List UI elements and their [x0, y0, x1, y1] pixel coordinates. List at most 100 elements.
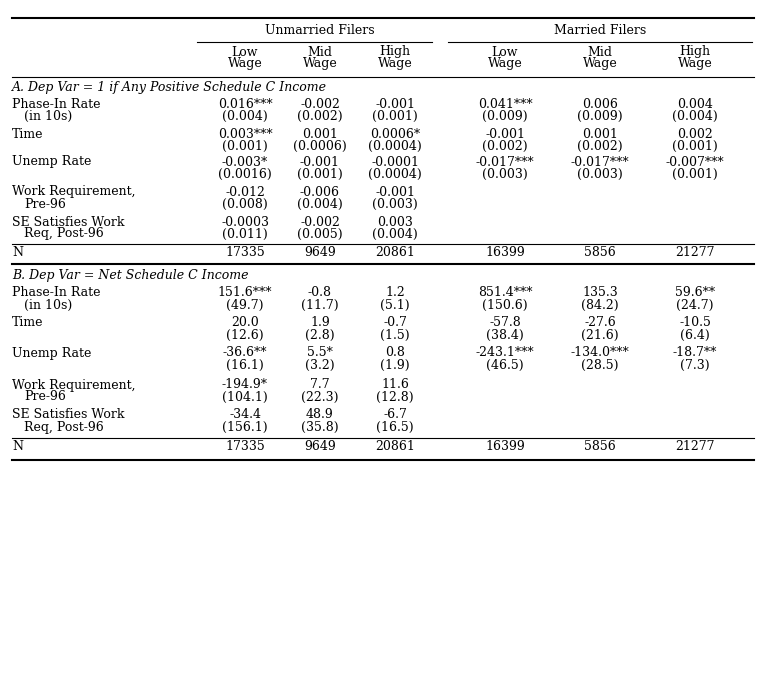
Text: Unemp Rate: Unemp Rate	[12, 156, 91, 168]
Text: (0.002): (0.002)	[578, 140, 623, 152]
Text: (0.001): (0.001)	[372, 110, 418, 122]
Text: (0.002): (0.002)	[482, 140, 528, 152]
Text: (16.1): (16.1)	[226, 359, 264, 372]
Text: Low: Low	[232, 45, 258, 58]
Text: (0.004): (0.004)	[672, 110, 718, 122]
Text: (0.001): (0.001)	[297, 167, 343, 181]
Text: Time: Time	[12, 127, 44, 140]
Text: (0.008): (0.008)	[222, 197, 268, 211]
Text: -194.9*: -194.9*	[222, 379, 268, 391]
Text: 0.0006*: 0.0006*	[370, 127, 420, 140]
Text: (0.004): (0.004)	[372, 227, 418, 240]
Text: A. Dep Var = 1 if Any Positive Schedule C Income: A. Dep Var = 1 if Any Positive Schedule …	[12, 81, 327, 95]
Text: -0.0003: -0.0003	[221, 215, 269, 229]
Text: 5.5*: 5.5*	[307, 347, 333, 359]
Text: Time: Time	[12, 316, 44, 329]
Text: (0.003): (0.003)	[577, 167, 623, 181]
Text: -0.017***: -0.017***	[476, 156, 535, 168]
Text: Mid: Mid	[307, 45, 332, 58]
Text: (0.005): (0.005)	[297, 227, 343, 240]
Text: (0.009): (0.009)	[578, 110, 623, 122]
Text: 0.002: 0.002	[677, 127, 713, 140]
Text: -34.4: -34.4	[229, 409, 261, 421]
Text: SE Satisfies Work: SE Satisfies Work	[12, 409, 125, 421]
Text: Unmarried Filers: Unmarried Filers	[265, 24, 375, 37]
Text: 5856: 5856	[584, 245, 616, 259]
Text: 9649: 9649	[304, 245, 336, 259]
Text: (11.7): (11.7)	[301, 298, 339, 311]
Text: 0.016***: 0.016***	[218, 97, 272, 111]
Text: (0.001): (0.001)	[672, 140, 718, 152]
Text: 135.3: 135.3	[582, 286, 618, 300]
Text: (0.0006): (0.0006)	[293, 140, 347, 152]
Text: Work Requirement,: Work Requirement,	[12, 186, 136, 199]
Text: 0.001: 0.001	[582, 127, 618, 140]
Text: 21277: 21277	[676, 441, 715, 454]
Text: Wage: Wage	[378, 58, 412, 70]
Text: (12.8): (12.8)	[376, 391, 414, 404]
Text: -57.8: -57.8	[489, 316, 521, 329]
Text: (7.3): (7.3)	[680, 359, 710, 372]
Text: (3.2): (3.2)	[305, 359, 335, 372]
Text: Low: Low	[492, 45, 519, 58]
Text: Work Requirement,: Work Requirement,	[12, 379, 136, 391]
Text: High: High	[679, 45, 711, 58]
Text: -0.002: -0.002	[300, 97, 340, 111]
Text: -0.012: -0.012	[225, 186, 265, 199]
Text: 20861: 20861	[375, 245, 415, 259]
Text: (38.4): (38.4)	[486, 329, 524, 341]
Text: -0.001: -0.001	[375, 186, 415, 199]
Text: 17335: 17335	[225, 245, 265, 259]
Text: -0.0001: -0.0001	[371, 156, 419, 168]
Text: (0.001): (0.001)	[222, 140, 268, 152]
Text: Wage: Wage	[583, 58, 617, 70]
Text: (28.5): (28.5)	[581, 359, 619, 372]
Text: High: High	[379, 45, 411, 58]
Text: 0.8: 0.8	[385, 347, 405, 359]
Text: -0.001: -0.001	[300, 156, 340, 168]
Text: (22.3): (22.3)	[301, 391, 339, 404]
Text: Phase-In Rate: Phase-In Rate	[12, 97, 100, 111]
Text: Phase-In Rate: Phase-In Rate	[12, 286, 100, 300]
Text: Unemp Rate: Unemp Rate	[12, 347, 91, 359]
Text: (0.002): (0.002)	[297, 110, 343, 122]
Text: 17335: 17335	[225, 441, 265, 454]
Text: Wage: Wage	[678, 58, 712, 70]
Text: 16399: 16399	[485, 245, 525, 259]
Text: Wage: Wage	[488, 58, 522, 70]
Text: -134.0***: -134.0***	[571, 347, 630, 359]
Text: -243.1***: -243.1***	[476, 347, 535, 359]
Text: -0.017***: -0.017***	[571, 156, 630, 168]
Text: (0.004): (0.004)	[297, 197, 343, 211]
Text: -0.007***: -0.007***	[666, 156, 725, 168]
Text: Wage: Wage	[228, 58, 263, 70]
Text: 7.7: 7.7	[310, 379, 330, 391]
Text: B. Dep Var = Net Schedule C Income: B. Dep Var = Net Schedule C Income	[12, 270, 248, 282]
Text: (5.1): (5.1)	[380, 298, 410, 311]
Text: 1.2: 1.2	[385, 286, 405, 300]
Text: 59.6**: 59.6**	[675, 286, 715, 300]
Text: SE Satisfies Work: SE Satisfies Work	[12, 215, 125, 229]
Text: (104.1): (104.1)	[222, 391, 268, 404]
Text: -10.5: -10.5	[679, 316, 711, 329]
Text: (46.5): (46.5)	[486, 359, 524, 372]
Text: (21.6): (21.6)	[581, 329, 619, 341]
Text: 9649: 9649	[304, 441, 336, 454]
Text: -27.6: -27.6	[584, 316, 616, 329]
Text: (in 10s): (in 10s)	[24, 298, 72, 311]
Text: -0.7: -0.7	[383, 316, 407, 329]
Text: (in 10s): (in 10s)	[24, 110, 72, 122]
Text: 11.6: 11.6	[381, 379, 409, 391]
Text: -0.002: -0.002	[300, 215, 340, 229]
Text: 16399: 16399	[485, 441, 525, 454]
Text: Pre-96: Pre-96	[24, 391, 66, 404]
Text: -0.8: -0.8	[308, 286, 332, 300]
Text: 48.9: 48.9	[306, 409, 334, 421]
Text: 851.4***: 851.4***	[478, 286, 532, 300]
Text: (0.0004): (0.0004)	[368, 167, 422, 181]
Text: N: N	[12, 441, 23, 454]
Text: (0.0016): (0.0016)	[218, 167, 272, 181]
Text: Married Filers: Married Filers	[554, 24, 647, 37]
Text: -6.7: -6.7	[383, 409, 407, 421]
Text: (150.6): (150.6)	[482, 298, 528, 311]
